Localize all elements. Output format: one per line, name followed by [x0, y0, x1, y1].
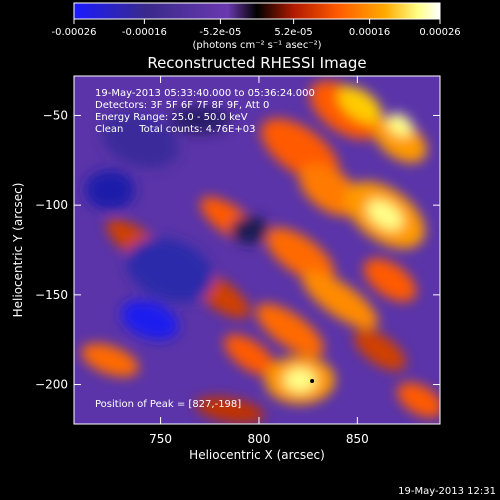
- colorbar: -0.00026 -0.00016 -5.2e-05 5.2e-05 0.00016 0.…: [52, 2, 461, 51]
- x-tick-label: 800: [248, 432, 271, 446]
- peak-marker: [310, 378, 315, 383]
- annotations: 19-May-2013 05:33:40.000 to 05:36:24.000…: [95, 88, 315, 410]
- axis-ticks: 750 800 850 −50 −100 −150 −200: [35, 76, 440, 446]
- x-tick-label: 850: [346, 432, 369, 446]
- annotation-energy: Energy Range: 25.0 - 50.0 keV: [95, 112, 248, 123]
- plot-frame: [73, 75, 441, 425]
- annotation-detectors: Detectors: 3F 5F 6F 7F 8F 9F, Att 0: [95, 100, 269, 111]
- y-tick-label: −50: [43, 108, 68, 122]
- peak-point: [310, 378, 315, 383]
- image-area: [74, 76, 440, 424]
- x-tick-label: 750: [149, 432, 172, 446]
- y-tick-label: −200: [35, 378, 68, 392]
- x-axis-label: Heliocentric X (arcsec): [189, 448, 325, 462]
- colorbar-tick-label: 5.2e-05: [274, 27, 312, 38]
- y-axis-label: Heliocentric Y (arcsec): [11, 183, 25, 318]
- colorbar-gradient: [73, 2, 441, 20]
- chart-title: Reconstructed RHESSI Image: [147, 54, 366, 72]
- colorbar-tick-label: 0.00026: [419, 27, 460, 38]
- y-tick-label: −150: [35, 288, 68, 302]
- colorbar-tick-label: -0.00016: [122, 27, 167, 38]
- colorbar-tick-label: 0.00016: [349, 27, 390, 38]
- timestamp: 19-May-2013 12:31: [398, 486, 496, 497]
- colorbar-tick-label: -5.2e-05: [199, 27, 241, 38]
- annotation-clean: Clean Total counts: 4.76E+03: [95, 124, 255, 135]
- annotation-time: 19-May-2013 05:33:40.000 to 05:36:24.000: [95, 88, 315, 99]
- colorbar-units: (photons cm⁻² s⁻¹ asec⁻²): [192, 40, 321, 51]
- annotation-peak-position: Position of Peak = [827,-198]: [95, 399, 241, 410]
- colorbar-tick-label: -0.00026: [52, 27, 97, 38]
- y-tick-label: −100: [35, 198, 68, 212]
- colorbar-ticks: -0.00026 -0.00016 -5.2e-05 5.2e-05 0.00016 0.…: [52, 19, 461, 38]
